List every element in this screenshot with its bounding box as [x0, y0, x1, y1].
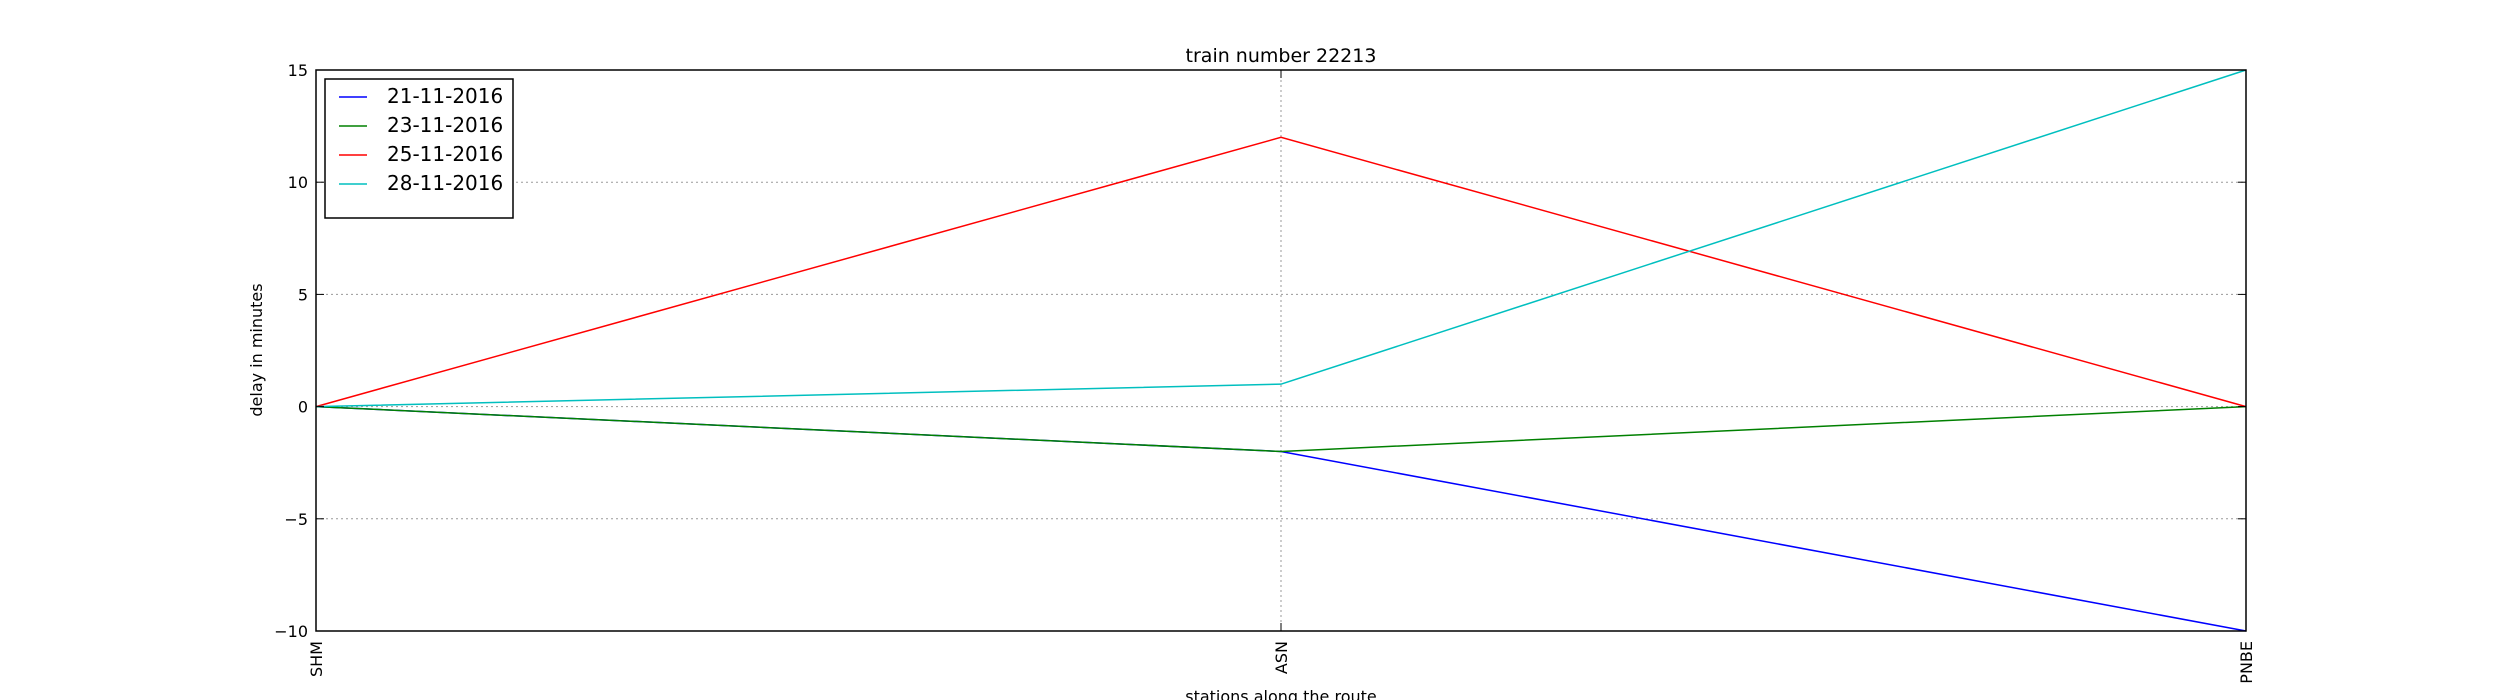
legend-label-3: 28-11-2016	[387, 171, 503, 195]
x-tick-label-2: PNBE	[2237, 641, 2256, 684]
x-axis-label: stations along the route	[1185, 687, 1377, 700]
grid-lines	[316, 70, 2246, 631]
x-tick-label-1: ASN	[1272, 641, 1291, 674]
axis-ticks: −10 −5 0 5 10 15 SHM ASN PNBE	[274, 61, 2256, 684]
series-line-3	[315, 69, 2247, 408]
series-line-2	[315, 136, 2247, 408]
series-lines	[315, 69, 2247, 632]
y-axis-label: delay in minutes	[247, 283, 266, 416]
chart-title: train number 22213	[1186, 45, 1377, 67]
y-tick-label-5: 15	[288, 61, 308, 80]
legend-label-1: 23-11-2016	[387, 113, 503, 137]
y-tick-label-2: 0	[298, 398, 308, 417]
y-tick-label-3: 5	[298, 285, 308, 304]
y-tick-label-4: 10	[288, 173, 308, 192]
x-tick-label-0: SHM	[307, 641, 326, 677]
legend-box	[324, 78, 514, 219]
legend-label-2: 25-11-2016	[387, 142, 503, 166]
series-line-1	[315, 405, 2247, 453]
y-tick-label-1: −5	[284, 510, 308, 529]
y-tick-label-0: −10	[274, 622, 308, 641]
legend: 21-11-2016 23-11-2016 25-11-2016 28-11-2016	[324, 78, 514, 219]
legend-label-0: 21-11-2016	[387, 84, 503, 108]
